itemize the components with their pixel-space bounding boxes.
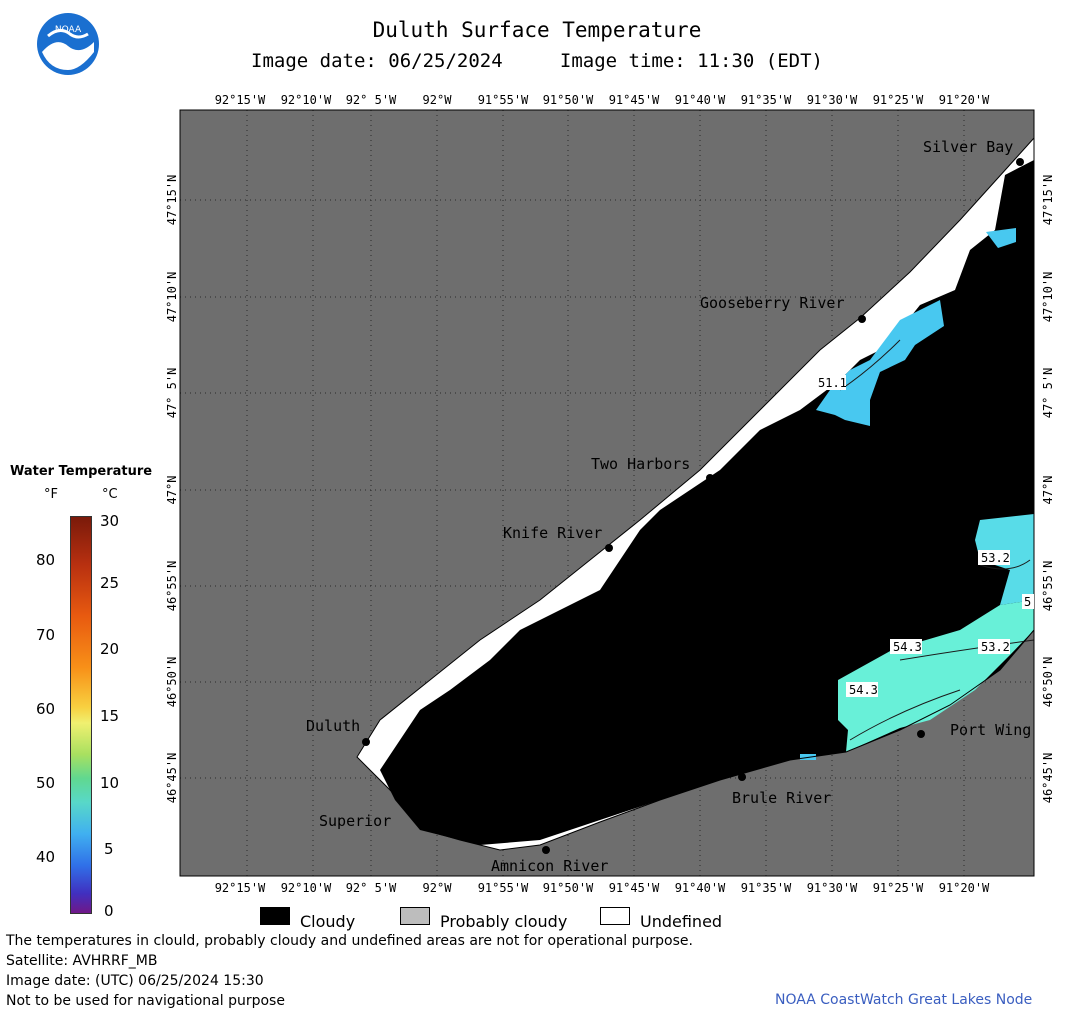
svg-text:47° 5'N: 47° 5'N — [1041, 368, 1055, 419]
colorbar-c-tick: 30 — [100, 512, 120, 530]
lat-labels-right: 47°15'N 47°10'N 47° 5'N 47°N 46°55'N 46°… — [1041, 175, 1055, 804]
svg-text:46°55'N: 46°55'N — [165, 561, 179, 612]
svg-text:47° 5'N: 47° 5'N — [165, 368, 179, 419]
svg-text:92°W: 92°W — [423, 881, 453, 895]
legend-cloudy-swatch — [260, 907, 290, 925]
svg-text:92°W: 92°W — [423, 93, 453, 107]
place-amnicon-river: Amnicon River — [491, 857, 608, 875]
legend-undefined-swatch — [600, 907, 630, 925]
svg-text:47°15'N: 47°15'N — [1041, 175, 1055, 226]
colorbar-f-tick: 70 — [36, 626, 56, 644]
colorbar-f-tick: 40 — [36, 848, 56, 866]
svg-text:46°45'N: 46°45'N — [165, 753, 179, 804]
isotherms — [839, 339, 1035, 741]
place-markers — [362, 158, 1024, 854]
svg-text:47°N: 47°N — [165, 476, 179, 505]
colorbar-c-tick: 10 — [100, 774, 120, 792]
svg-text:91°40'W: 91°40'W — [675, 93, 726, 107]
contour-label-51-1: 51.1 — [818, 376, 847, 390]
contour-labels: 51.1 53.2 5 54.3 53.2 54.3 — [816, 375, 1034, 697]
svg-text:46°50'N: 46°50'N — [1041, 657, 1055, 708]
coastline — [356, 137, 1035, 851]
contour-label-54-3-a: 54.3 — [893, 640, 922, 654]
lat-labels-left: 47°15'N 47°10'N 47° 5'N 47°N 46°55'N 46°… — [165, 175, 179, 804]
place-gooseberry-river: Gooseberry River — [700, 294, 845, 312]
place-port-wing: Port Wing — [950, 721, 1031, 739]
legend-cloudy-label: Cloudy — [300, 912, 356, 931]
place-two-harbors: Two Harbors — [591, 455, 690, 473]
svg-text:91°20'W: 91°20'W — [939, 881, 990, 895]
image-date: Image date: 06/25/2024 — [251, 50, 503, 72]
place-superior: Superior — [319, 812, 391, 830]
water-54-area — [838, 600, 1034, 752]
noaa-logo: NOAA — [37, 13, 99, 75]
svg-text:47°10'N: 47°10'N — [1041, 272, 1055, 323]
colorbar-f-tick: 50 — [36, 774, 56, 792]
contour-label-54-3-b: 54.3 — [849, 683, 878, 697]
place-silver-bay: Silver Bay — [923, 138, 1013, 156]
place-brule-river: Brule River — [732, 789, 831, 807]
svg-text:46°45'N: 46°45'N — [1041, 753, 1055, 804]
place-knife-river: Knife River — [503, 524, 602, 542]
footer-satellite: Satellite: AVHRRF_MB — [6, 953, 158, 969]
svg-text:47°10'N: 47°10'N — [165, 272, 179, 323]
svg-text:91°55'W: 91°55'W — [478, 881, 529, 895]
svg-text:91°45'W: 91°45'W — [609, 93, 660, 107]
map-subtitle: Image date: 06/25/2024 Image time: 11:30… — [0, 50, 1074, 72]
image-time: Image time: 11:30 (EDT) — [559, 50, 823, 72]
footer-navigation-note: Not to be used for navigational purpose — [6, 993, 285, 1009]
water-51-area — [816, 300, 944, 426]
svg-text:91°35'W: 91°35'W — [741, 93, 792, 107]
svg-text:92°10'W: 92°10'W — [281, 93, 332, 107]
map-frame — [179, 109, 1035, 877]
colorbar-unit-c: °C — [102, 487, 118, 502]
colorbar-c-tick: 15 — [100, 707, 120, 725]
svg-text:91°40'W: 91°40'W — [675, 881, 726, 895]
svg-text:91°50'W: 91°50'W — [543, 881, 594, 895]
svg-text:47°15'N: 47°15'N — [165, 175, 179, 226]
svg-text:91°25'W: 91°25'W — [873, 93, 924, 107]
colorbar-f-tick: 60 — [36, 700, 56, 718]
svg-text:92° 5'W: 92° 5'W — [346, 881, 397, 895]
svg-text:47°N: 47°N — [1041, 476, 1055, 505]
svg-text:92° 5'W: 92° 5'W — [346, 93, 397, 107]
colorbar-gradient — [70, 516, 92, 914]
contour-label-5: 5 — [1024, 595, 1031, 609]
footer-utc-date: Image date: (UTC) 06/25/2024 15:30 — [6, 973, 264, 989]
svg-text:91°35'W: 91°35'W — [741, 881, 792, 895]
lon-labels-top: 92°15'W 92°10'W 92° 5'W 92°W 91°55'W 91°… — [215, 93, 990, 107]
legend-probably-cloudy-label: Probably cloudy — [440, 912, 568, 931]
footer-credit: NOAA CoastWatch Great Lakes Node — [775, 992, 1033, 1008]
place-duluth: Duluth — [306, 717, 360, 735]
svg-text:91°30'W: 91°30'W — [807, 881, 858, 895]
colorbar-unit-f: °F — [44, 487, 58, 502]
svg-text:92°15'W: 92°15'W — [215, 93, 266, 107]
contour-label-53-2-a: 53.2 — [981, 551, 1010, 565]
logo-text: NOAA — [55, 25, 82, 35]
svg-text:91°30'W: 91°30'W — [807, 93, 858, 107]
legend-probably-cloudy-swatch — [400, 907, 430, 925]
colorbar-c-tick: 20 — [100, 640, 120, 658]
footer-disclaimer: The temperatures in clould, probably clo… — [6, 933, 693, 949]
svg-text:46°50'N: 46°50'N — [165, 657, 179, 708]
svg-text:91°45'W: 91°45'W — [609, 881, 660, 895]
svg-text:91°55'W: 91°55'W — [478, 93, 529, 107]
legend-undefined-label: Undefined — [640, 912, 723, 931]
colorbar-c-tick: 0 — [104, 902, 114, 920]
water-51-patch — [986, 228, 1016, 248]
svg-text:91°25'W: 91°25'W — [873, 881, 924, 895]
colorbar-c-tick: 5 — [104, 840, 114, 858]
colorbar-c-tick: 25 — [100, 574, 120, 592]
svg-text:91°50'W: 91°50'W — [543, 93, 594, 107]
lon-labels-bottom: 92°15'W 92°10'W 92° 5'W 92°W 91°55'W 91°… — [215, 881, 990, 895]
contour-label-53-2-b: 53.2 — [981, 640, 1010, 654]
map-title: Duluth Surface Temperature — [372, 18, 702, 42]
svg-text:92°15'W: 92°15'W — [215, 881, 266, 895]
colorbar-f-tick: 80 — [36, 551, 56, 569]
svg-text:92°10'W: 92°10'W — [281, 881, 332, 895]
svg-text:46°55'N: 46°55'N — [1041, 561, 1055, 612]
svg-text:91°20'W: 91°20'W — [939, 93, 990, 107]
colorbar-title: Water Temperature — [10, 464, 153, 479]
